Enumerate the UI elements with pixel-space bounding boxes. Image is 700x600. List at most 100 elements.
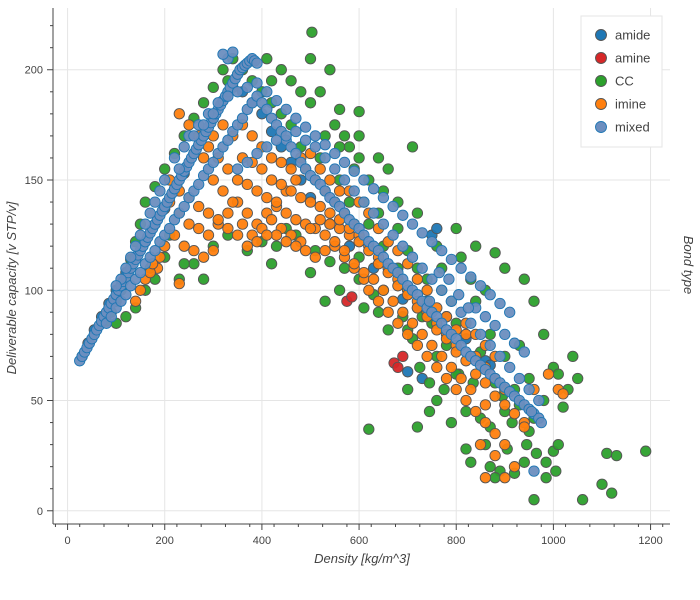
data-point-CC <box>552 368 564 380</box>
data-point-imine <box>479 416 492 429</box>
data-point-mixed <box>178 141 190 153</box>
data-point-CC <box>567 350 579 363</box>
data-point-mixed <box>319 152 331 164</box>
data-point-CC <box>576 494 589 506</box>
data-point-imine <box>508 408 521 420</box>
data-point-mixed <box>217 48 229 60</box>
data-point-imine <box>324 218 336 230</box>
legend-marker-CC <box>595 75 607 87</box>
data-point-mixed <box>358 174 370 186</box>
data-point-mixed <box>479 311 492 323</box>
legend-marker-mixed <box>595 121 607 133</box>
data-point-CC <box>338 130 351 142</box>
data-point-imine <box>265 214 278 226</box>
data-point-imine <box>314 214 326 226</box>
data-point-mixed <box>163 222 176 235</box>
data-point-mixed <box>251 77 263 89</box>
data-point-CC <box>333 103 346 116</box>
data-point-CC <box>489 247 501 259</box>
legend-label-CC: CC <box>615 74 634 89</box>
data-point-CC <box>265 75 278 87</box>
data-point-imine <box>426 339 438 352</box>
data-point-imine <box>319 229 331 241</box>
data-point-CC <box>521 438 533 451</box>
data-point-imine <box>324 207 336 219</box>
data-point-CC <box>333 284 346 296</box>
data-point-mixed <box>280 103 292 116</box>
data-point-imine <box>183 218 195 230</box>
y-tick-label: 50 <box>31 396 43 408</box>
data-point-CC <box>438 383 450 396</box>
data-point-CC <box>540 472 552 484</box>
data-point-CC <box>319 295 331 307</box>
data-point-imine <box>251 185 263 197</box>
data-point-imine <box>363 284 375 296</box>
data-point-mixed <box>270 94 283 107</box>
data-point-amine <box>392 361 404 374</box>
bond-type-side-label: Bond type <box>681 236 696 295</box>
data-point-mixed <box>348 185 360 197</box>
data-point-mixed <box>426 236 438 248</box>
data-point-imine <box>411 273 424 285</box>
data-point-imine <box>518 421 530 433</box>
data-point-CC <box>423 377 436 389</box>
data-point-CC <box>382 324 394 336</box>
legend-marker-imine <box>595 98 607 110</box>
data-point-mixed <box>290 147 302 160</box>
data-point-imine <box>217 119 229 131</box>
data-point-amide <box>402 366 414 378</box>
data-point-mixed <box>443 273 455 285</box>
data-point-imine <box>358 266 370 279</box>
data-point-mixed <box>270 134 283 146</box>
data-point-imine <box>134 284 147 296</box>
data-point-CC <box>139 196 151 208</box>
legend-label-amine: amine <box>615 51 650 66</box>
data-point-CC <box>338 262 351 274</box>
data-point-imine <box>508 461 521 473</box>
data-point-imine <box>290 214 302 226</box>
data-point-mixed <box>110 280 122 292</box>
data-point-mixed <box>455 262 467 274</box>
data-point-mixed <box>173 163 185 175</box>
legend-marker-amide <box>595 29 607 41</box>
data-point-imine <box>217 185 229 197</box>
data-point-imine <box>193 200 205 213</box>
data-point-imine <box>212 214 224 226</box>
data-point-CC <box>455 251 467 263</box>
data-point-mixed <box>261 86 273 98</box>
data-point-CC <box>265 258 278 270</box>
data-point-mixed <box>149 244 161 257</box>
x-axis-title: Density [kg/m^3] <box>314 551 410 566</box>
data-point-imine <box>304 222 317 235</box>
data-point-mixed <box>462 302 475 314</box>
data-point-imine <box>397 306 409 318</box>
data-point-imine <box>304 196 317 208</box>
data-point-mixed <box>433 266 445 279</box>
data-point-CC <box>372 152 385 164</box>
data-point-mixed <box>207 156 219 169</box>
data-point-CC <box>601 447 613 460</box>
data-point-mixed <box>535 416 547 429</box>
data-point-CC <box>261 53 273 65</box>
data-point-imine <box>324 174 336 186</box>
data-point-CC <box>353 130 365 142</box>
data-point-imine <box>222 222 234 235</box>
data-point-mixed <box>504 361 516 374</box>
data-point-CC <box>523 372 535 385</box>
data-point-CC <box>304 266 317 279</box>
x-tick-label: 200 <box>156 535 174 547</box>
data-point-mixed <box>197 119 210 131</box>
data-point-imine <box>270 229 283 241</box>
data-point-CC <box>306 26 318 38</box>
data-point-imine <box>367 273 380 285</box>
data-point-mixed <box>154 185 166 197</box>
data-point-imine <box>460 328 472 341</box>
data-point-mixed <box>193 178 205 191</box>
data-point-CC <box>343 196 356 208</box>
data-point-mixed <box>212 97 224 109</box>
data-point-imine <box>207 174 219 186</box>
data-point-mixed <box>329 147 341 160</box>
data-point-mixed <box>406 218 419 230</box>
data-point-mixed <box>241 81 253 94</box>
data-point-mixed <box>465 271 477 283</box>
